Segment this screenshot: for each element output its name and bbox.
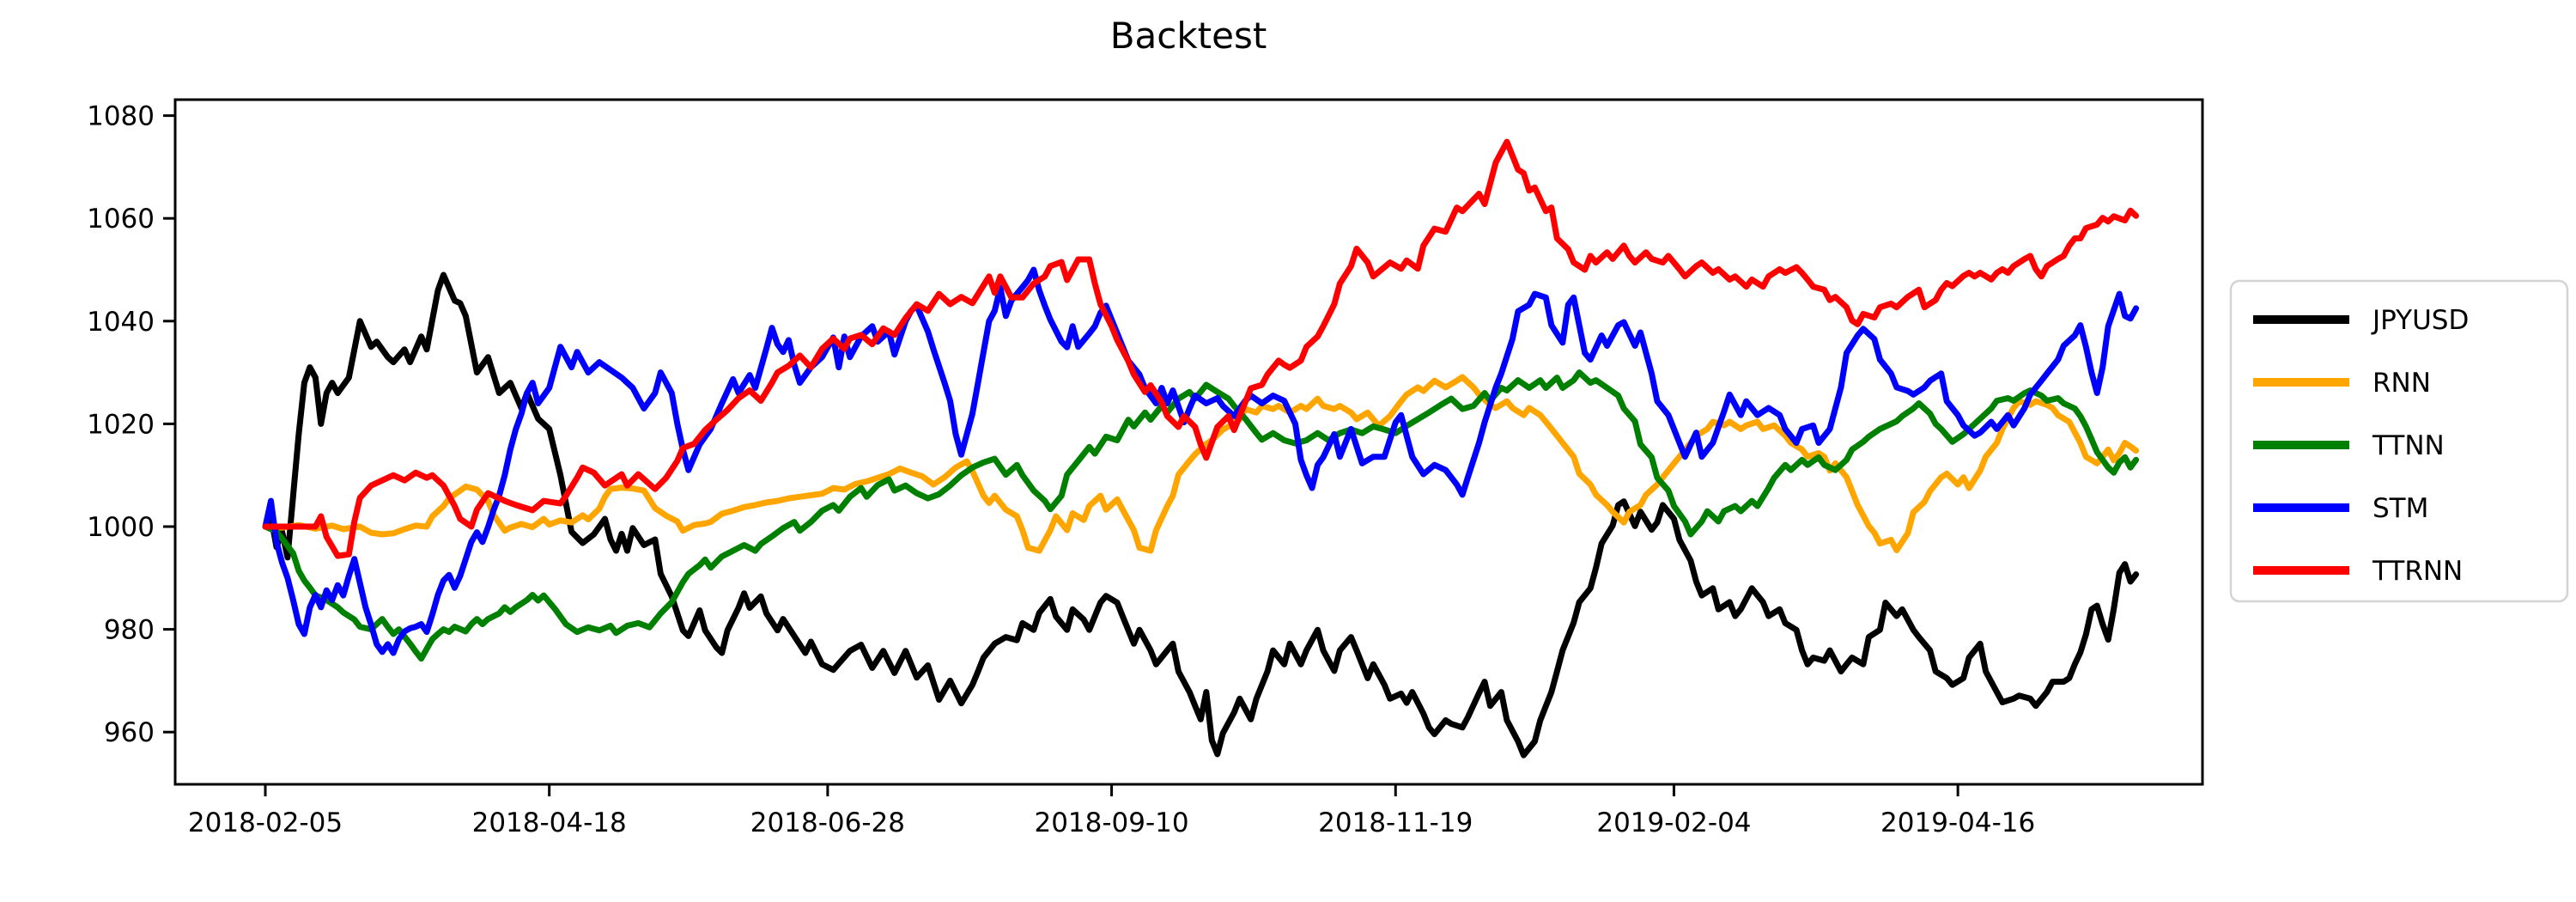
legend-label-rnn: RNN (2372, 368, 2431, 399)
x-tick-label: 2018-06-28 (750, 808, 905, 838)
y-tick-label: 1080 (87, 101, 155, 132)
legend-label-ttrnn: TTRNN (2372, 556, 2463, 587)
x-tick-label: 2018-11-19 (1318, 808, 1473, 838)
y-tick-label: 1060 (87, 204, 155, 235)
legend-box (2229, 279, 2569, 603)
legend: JPYUSD RNN TTNN STM TTRNN (2229, 279, 2569, 603)
y-tick-label: 980 (104, 615, 155, 646)
series-line-TTRNN (262, 138, 2140, 559)
y-tick-label: 1000 (87, 512, 155, 543)
legend-item-ttrnn: TTRNN (2253, 556, 2463, 587)
legend-item-rnn: RNN (2253, 368, 2431, 399)
x-tick-label: 2019-04-16 (1880, 808, 2035, 838)
legend-item-stm: STM (2253, 493, 2428, 524)
series-line-TTNN (262, 369, 2140, 662)
y-tick-label: 1020 (87, 409, 155, 440)
plot-frame (173, 98, 2204, 786)
x-tick-label: 2018-09-10 (1034, 808, 1188, 838)
legend-item-jpyusd: JPYUSD (2253, 305, 2469, 336)
x-tick-label: 2019-02-04 (1596, 808, 1751, 838)
x-axis: 2018-02-05 2018-04-18 2018-06-28 2018-09-10… (188, 784, 2035, 838)
legend-item-ttnn: TTNN (2253, 430, 2445, 461)
x-tick-label: 2018-04-18 (472, 808, 627, 838)
legend-label-jpyusd: JPYUSD (2371, 305, 2469, 336)
legend-label-ttnn: TTNN (2372, 430, 2445, 461)
chart-title: Backtest (1110, 15, 1267, 57)
series-line-RNN (262, 374, 2140, 554)
series-lines (262, 138, 2140, 759)
x-tick-label: 2018-02-05 (188, 808, 343, 838)
y-axis: 960 980 1000 1020 1040 1060 1080 (87, 101, 175, 748)
y-tick-label: 960 (104, 717, 155, 748)
plot-area (173, 98, 2204, 786)
legend-label-stm: STM (2372, 493, 2428, 524)
y-tick-label: 1040 (87, 307, 155, 338)
series-line-JPYUSD (262, 271, 2140, 759)
